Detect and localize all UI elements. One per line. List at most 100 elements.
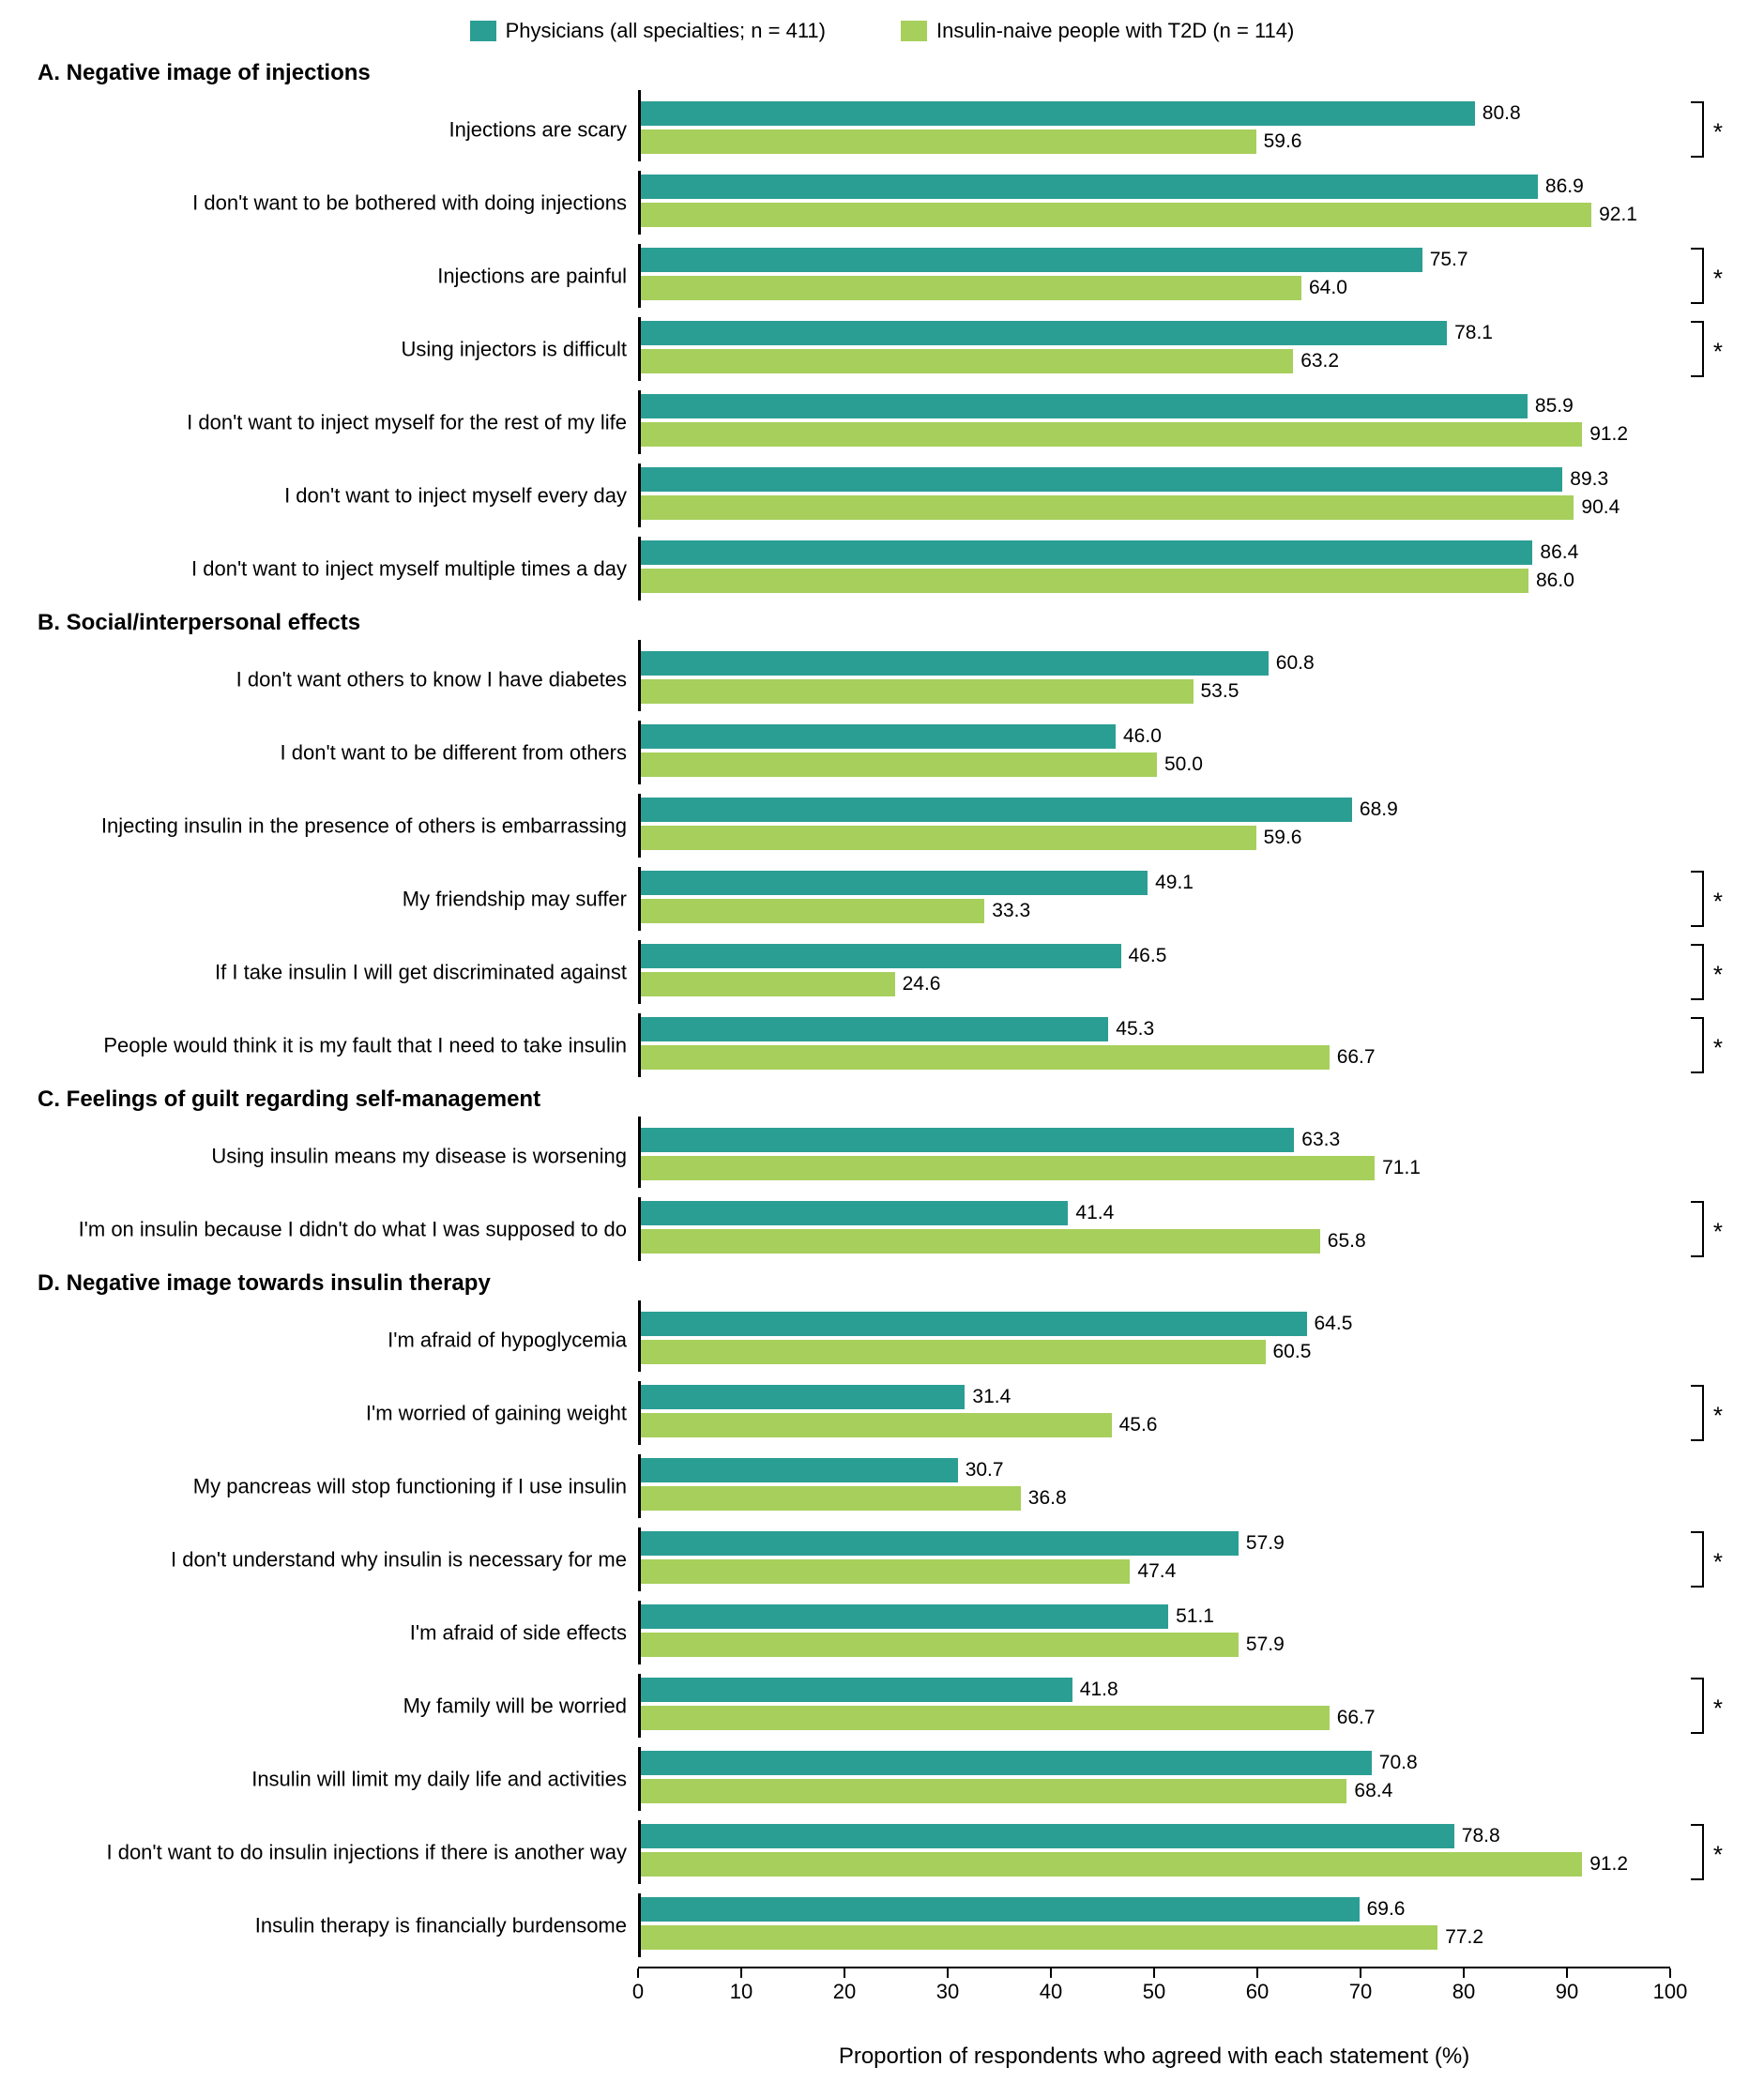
bar-value: 53.5 (1194, 680, 1239, 703)
significance-bracket (1691, 1385, 1704, 1441)
bar-patients: 92.1 (641, 203, 1591, 227)
bar-patients: 90.4 (641, 495, 1574, 520)
bar-value: 90.4 (1574, 496, 1620, 519)
bar-physicians: 30.7 (641, 1458, 958, 1482)
bar-patients: 50.0 (641, 752, 1157, 777)
bar-physicians: 57.9 (641, 1531, 1239, 1556)
significance-star-icon: * (1713, 1694, 1723, 1724)
chart-row: Injecting insulin in the presence of oth… (638, 794, 1670, 858)
bar-value: 77.2 (1437, 1926, 1483, 1949)
significance-bracket (1691, 944, 1704, 1000)
bar-value: 63.2 (1293, 350, 1339, 372)
bar-value: 86.9 (1538, 175, 1584, 198)
bar-physicians: 46.5 (641, 944, 1121, 968)
significance-bracket (1691, 1531, 1704, 1588)
legend-swatch-physicians (470, 21, 496, 41)
bar-value: 24.6 (895, 973, 941, 995)
bar-patients: 53.5 (641, 679, 1194, 704)
chart-row: I'm on insulin because I didn't do what … (638, 1197, 1670, 1261)
statement-label: I don't want to be bothered with doing i… (38, 190, 638, 216)
x-axis-tick-label: 60 (1246, 1980, 1269, 2004)
bar-value: 46.5 (1121, 945, 1167, 967)
bar-value: 36.8 (1021, 1487, 1067, 1510)
legend-label-patients: Insulin-naive people with T2D (n = 114) (936, 19, 1294, 43)
bar-physicians: 41.8 (641, 1678, 1072, 1702)
bar-physicians: 64.5 (641, 1312, 1307, 1336)
chart-row: Using injectors is difficult78.163.2* (638, 317, 1670, 381)
statement-label: My pancreas will stop functioning if I u… (38, 1473, 638, 1499)
bar-physicians: 86.9 (641, 175, 1538, 199)
bar-value: 57.9 (1239, 1532, 1285, 1555)
significance-bracket (1691, 1824, 1704, 1880)
bar-patients: 64.0 (641, 276, 1301, 300)
x-axis-tick (1463, 1968, 1465, 1978)
bar-physicians: 80.8 (641, 101, 1475, 126)
x-axis-tick (1566, 1968, 1568, 1978)
bar-value: 78.8 (1454, 1825, 1500, 1847)
bar-patients: 68.4 (641, 1779, 1346, 1803)
bar-value: 89.3 (1562, 468, 1608, 491)
chart-row: I'm afraid of side effects51.157.9 (638, 1601, 1670, 1664)
bar-value: 45.6 (1112, 1414, 1158, 1436)
significance-star-icon: * (1713, 1034, 1723, 1063)
significance-star-icon: * (1713, 1218, 1723, 1247)
chart-row: I don't want to do insulin injections if… (638, 1820, 1670, 1884)
chart-row: My family will be worried41.866.7* (638, 1674, 1670, 1738)
statement-label: My family will be worried (38, 1693, 638, 1719)
bar-physicians: 75.7 (641, 248, 1422, 272)
x-axis-tick (1256, 1968, 1258, 1978)
x-axis-tick (1669, 1968, 1671, 1978)
chart-row: My pancreas will stop functioning if I u… (638, 1454, 1670, 1518)
bar-physicians: 69.6 (641, 1897, 1360, 1922)
significance-star-icon: * (1713, 888, 1723, 917)
chart-row: Using insulin means my disease is worsen… (638, 1124, 1670, 1188)
significance-bracket (1691, 321, 1704, 377)
bar-patients: 59.6 (641, 129, 1256, 154)
statement-label: Insulin will limit my daily life and act… (38, 1766, 638, 1792)
statement-label: I'm afraid of hypoglycemia (38, 1327, 638, 1353)
statement-label: If I take insulin I will get discriminat… (38, 959, 638, 985)
x-axis-tick-label: 10 (730, 1980, 753, 2004)
x-axis-tick-label: 100 (1653, 1980, 1688, 2004)
bar-value: 86.4 (1532, 541, 1578, 564)
bar-patients: 66.7 (641, 1045, 1330, 1070)
chart-body: A. Negative image of injectionsInjection… (38, 60, 1726, 1957)
legend-swatch-patients (901, 21, 927, 41)
significance-bracket (1691, 101, 1704, 158)
statement-label: I don't want to do insulin injections if… (38, 1839, 638, 1865)
chart-row: I don't want to inject myself for the re… (638, 390, 1670, 454)
significance-bracket (1691, 871, 1704, 927)
statement-label: Injections are painful (38, 263, 638, 289)
bar-patients: 60.5 (641, 1340, 1266, 1364)
chart-row: I don't want others to know I have diabe… (638, 647, 1670, 711)
bar-value: 68.4 (1346, 1780, 1392, 1802)
x-axis-tick-label: 0 (632, 1980, 644, 2004)
significance-bracket (1691, 1678, 1704, 1734)
bar-physicians: 85.9 (641, 394, 1528, 418)
chart-row: Injections are scary80.859.6* (638, 98, 1670, 161)
chart-row: People would think it is my fault that I… (638, 1013, 1670, 1077)
significance-star-icon: * (1713, 118, 1723, 147)
bar-value: 60.8 (1269, 652, 1315, 675)
bar-value: 69.6 (1360, 1898, 1406, 1921)
bar-physicians: 51.1 (641, 1604, 1168, 1629)
chart-row: If I take insulin I will get discriminat… (638, 940, 1670, 1004)
significance-bracket (1691, 248, 1704, 304)
statement-label: I don't want to be different from others (38, 739, 638, 766)
x-axis: 0102030405060708090100 (638, 1967, 1670, 2000)
bar-value: 70.8 (1372, 1752, 1418, 1774)
bar-value: 41.8 (1072, 1679, 1118, 1701)
bar-patients: 91.2 (641, 422, 1582, 447)
x-axis-tick-label: 90 (1556, 1980, 1578, 2004)
legend-label-physicians: Physicians (all specialties; n = 411) (506, 19, 826, 43)
bar-value: 71.1 (1375, 1157, 1421, 1179)
bar-patients: 24.6 (641, 972, 895, 996)
section-title: B. Social/interpersonal effects (38, 610, 1726, 636)
bar-value: 59.6 (1256, 130, 1302, 153)
bar-physicians: 78.1 (641, 321, 1447, 345)
bar-value: 92.1 (1591, 204, 1637, 226)
significance-bracket (1691, 1017, 1704, 1073)
bar-patients: 91.2 (641, 1852, 1582, 1877)
statement-label: I don't want others to know I have diabe… (38, 666, 638, 692)
bar-physicians: 60.8 (641, 651, 1269, 676)
